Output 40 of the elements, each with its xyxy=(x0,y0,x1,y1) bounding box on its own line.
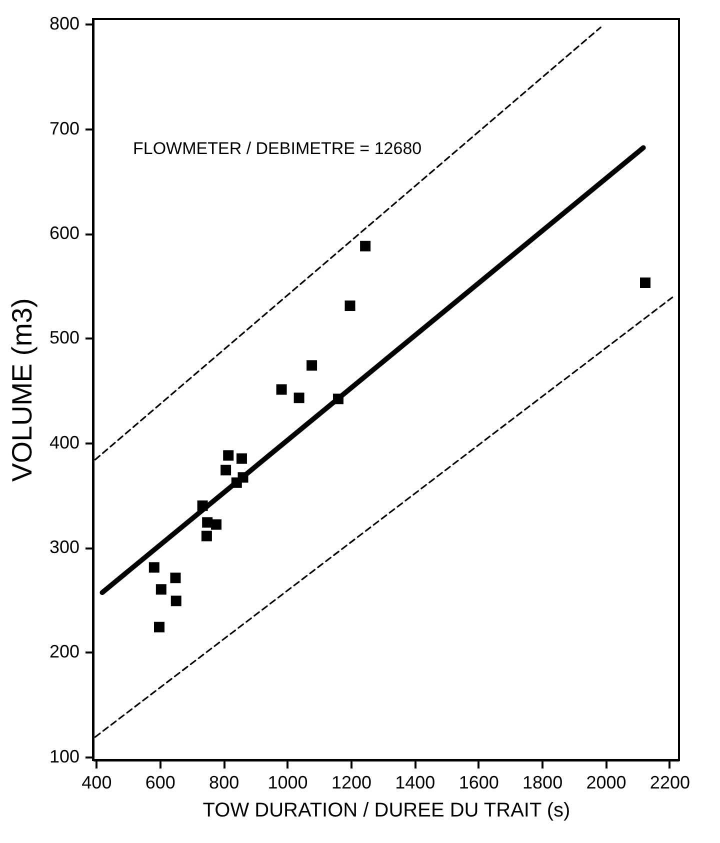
x-tick-label: 2000 xyxy=(586,772,626,792)
point xyxy=(238,472,248,483)
point xyxy=(170,572,181,584)
y-tick-label: 200 xyxy=(49,642,80,662)
x-tick-label: 1400 xyxy=(395,772,436,792)
y-tick-label: 500 xyxy=(49,328,80,348)
x-tick-label: 1600 xyxy=(458,772,499,792)
point xyxy=(148,562,160,573)
point xyxy=(170,596,182,606)
y-tick-label: 600 xyxy=(49,223,80,244)
y-axis-title: VOLUME (m3) xyxy=(6,298,38,482)
point xyxy=(197,500,208,511)
point xyxy=(640,278,650,288)
y-tick-label: 800 xyxy=(49,14,80,34)
x-tick-label: 1800 xyxy=(522,772,563,792)
point xyxy=(332,394,344,404)
point xyxy=(211,519,222,530)
point xyxy=(156,584,166,595)
point xyxy=(294,392,304,404)
x-tick-label: 800 xyxy=(209,772,240,792)
point xyxy=(360,240,371,252)
point xyxy=(344,300,356,312)
point xyxy=(201,530,212,542)
y-tick-label: 100 xyxy=(49,746,80,766)
x-tick-label: 600 xyxy=(145,772,176,792)
point xyxy=(236,453,247,464)
y-tick-label: 700 xyxy=(49,118,80,138)
annotation: FLOWMETER / DEBIMETRE = 12680 xyxy=(133,139,422,158)
point xyxy=(223,450,234,461)
x-axis-title: TOW DURATION / DUREE DU TRAIT (s) xyxy=(202,800,570,822)
point xyxy=(220,464,232,476)
x-tick-label: 1000 xyxy=(268,772,308,792)
y-tick-label: 300 xyxy=(49,537,80,558)
x-tick-label: 2200 xyxy=(650,772,690,792)
point xyxy=(306,360,318,371)
point xyxy=(276,384,287,395)
point xyxy=(154,622,164,632)
x-tick-label: 400 xyxy=(82,772,112,792)
x-tick-label: 1200 xyxy=(331,772,372,792)
y-tick-label: 400 xyxy=(49,432,80,452)
